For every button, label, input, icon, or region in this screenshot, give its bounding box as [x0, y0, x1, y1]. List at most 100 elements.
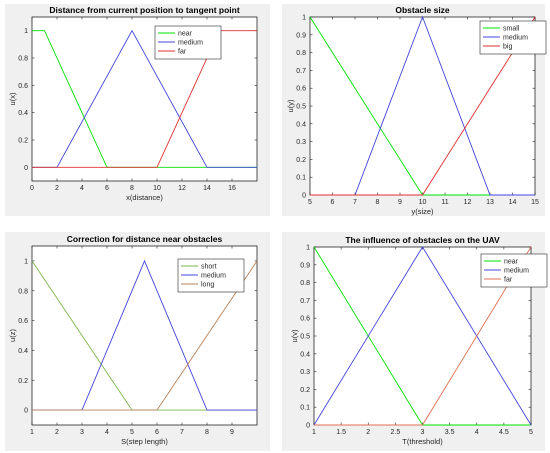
x-tick-label: 9 [230, 429, 234, 436]
x-tick-label: 4 [105, 429, 109, 436]
x-tick-label: 6 [105, 185, 109, 192]
y-tick-label: 0.2 [18, 138, 28, 145]
chart-panel-3: Correction for distance near obstacles 1 2… [5, 232, 270, 451]
y-tick-label: 1 [24, 28, 28, 35]
x-tick-label: 16 [228, 185, 236, 192]
legend: near medium far [480, 253, 548, 288]
y-tick-label: 0.9 [300, 262, 310, 269]
legend-entry-medium: medium [201, 273, 226, 280]
y-axis-label: u(z) [8, 329, 17, 342]
legend-entry-far: far [504, 277, 513, 284]
x-tick-label: 5 [308, 199, 312, 206]
x-tick-label: 3 [421, 429, 425, 436]
x-tick-label: 8 [376, 199, 380, 206]
x-tick-label: 5 [130, 429, 134, 436]
legend-entry-big: big [503, 44, 512, 51]
y-tick-label: 0.6 [18, 83, 28, 90]
x-tick-label: 15 [531, 199, 539, 206]
legend-entry-long: long [201, 282, 214, 289]
y-tick-label: 0.6 [296, 86, 306, 93]
x-axis-label: T(threshold) [402, 437, 443, 446]
y-tick-label: 0.6 [18, 318, 28, 325]
legend-entry-near: near [178, 31, 193, 38]
y-tick-label: 0.4 [300, 351, 310, 358]
series-line-long [32, 260, 258, 411]
legend-entry-small: small [503, 26, 520, 33]
y-tick-label: 0 [24, 165, 28, 172]
legend-entry-near: near [504, 259, 519, 266]
y-tick-label: 0.4 [296, 121, 306, 128]
x-tick-label: 14 [509, 199, 517, 206]
legend: near medium far [154, 25, 222, 60]
y-tick-label: 0.7 [296, 68, 306, 75]
x-tick-label: 4.5 [499, 429, 509, 436]
y-axis-label: u(x) [8, 92, 17, 105]
x-tick-label: 7 [353, 199, 357, 206]
y-tick-label: 0.5 [300, 334, 310, 341]
y-tick-label: 0.7 [300, 298, 310, 305]
y-tick-label: 0.8 [18, 56, 28, 63]
x-tick-label: 11 [441, 199, 448, 206]
x-tick-label: 10 [419, 199, 427, 206]
legend-entry-far: far [178, 49, 187, 56]
series-line-near [32, 30, 257, 168]
legend-entry-medium: medium [503, 35, 528, 42]
legend: short medium long [177, 258, 245, 293]
chart-title: Correction for distance near obstacles [67, 234, 223, 244]
x-tick-label: 2 [55, 429, 59, 436]
y-tick-label: 1 [306, 245, 310, 252]
series-line-big [310, 16, 536, 196]
legend-entry-medium: medium [178, 40, 203, 47]
chart-panel-2: Obstacle size 5 6 7 8 9 10 11 12 13 14 15 0 0.1 0.2 0.3… [282, 4, 547, 216]
y-tick-label: 0.2 [18, 378, 28, 385]
y-tick-label: 0.3 [300, 369, 310, 376]
y-tick-label: 0.1 [300, 405, 310, 412]
y-tick-label: 0.8 [18, 288, 28, 295]
series-line-far [314, 246, 532, 426]
y-axis-label: u(y) [286, 99, 295, 112]
x-tick-label: 2.5 [391, 429, 401, 436]
x-axis-label: y(size) [411, 207, 434, 216]
x-tick-label: 0 [30, 185, 34, 192]
y-tick-label: 0.3 [296, 139, 306, 146]
y-tick-label: 0.4 [18, 348, 28, 355]
x-tick-label: 1.5 [336, 429, 346, 436]
x-tick-label: 2 [55, 185, 59, 192]
chart-title: Distance from current position to tangen… [49, 5, 239, 15]
series-line-medium [313, 246, 532, 426]
chart-panel-4: The influence of obstacles on the UAV 1 1.… [282, 232, 548, 451]
y-axis-label: u(v) [290, 329, 299, 342]
y-tick-label: 0.5 [296, 104, 306, 111]
x-tick-label: 3.5 [445, 429, 455, 436]
x-tick-label: 8 [130, 185, 134, 192]
y-tick-label: 0.2 [300, 387, 310, 394]
x-tick-label: 6 [155, 429, 159, 436]
x-tick-label: 9 [398, 199, 402, 206]
y-tick-label: 1 [302, 15, 306, 22]
x-tick-label: 7 [180, 429, 184, 436]
chart-panel-1: Distance from current position to tangen… [5, 4, 270, 216]
x-tick-label: 8 [205, 429, 209, 436]
y-tick-label: 0.8 [300, 280, 310, 287]
series-line-far [32, 30, 257, 168]
legend-entry-medium: medium [504, 268, 529, 275]
legend-entry-short: short [201, 264, 217, 271]
y-tick-label: 0.2 [296, 157, 306, 164]
legend: small medium big [479, 20, 547, 55]
x-tick-label: 4 [475, 429, 479, 436]
x-axis-label: S(step length) [121, 437, 168, 446]
x-tick-label: 12 [178, 185, 186, 192]
x-tick-label: 13 [486, 199, 494, 206]
y-tick-label: 0 [24, 408, 28, 415]
x-tick-label: 12 [464, 199, 472, 206]
chart-title: Obstacle size [395, 5, 450, 15]
x-tick-label: 14 [203, 185, 211, 192]
x-tick-label: 2 [366, 429, 370, 436]
x-tick-label: 1 [30, 429, 34, 436]
x-tick-label: 5 [529, 429, 533, 436]
plot-area [31, 16, 258, 182]
chart-title: The influence of obstacles on the UAV [345, 235, 500, 245]
y-tick-label: 0 [306, 423, 310, 430]
y-tick-label: 1 [24, 258, 28, 265]
